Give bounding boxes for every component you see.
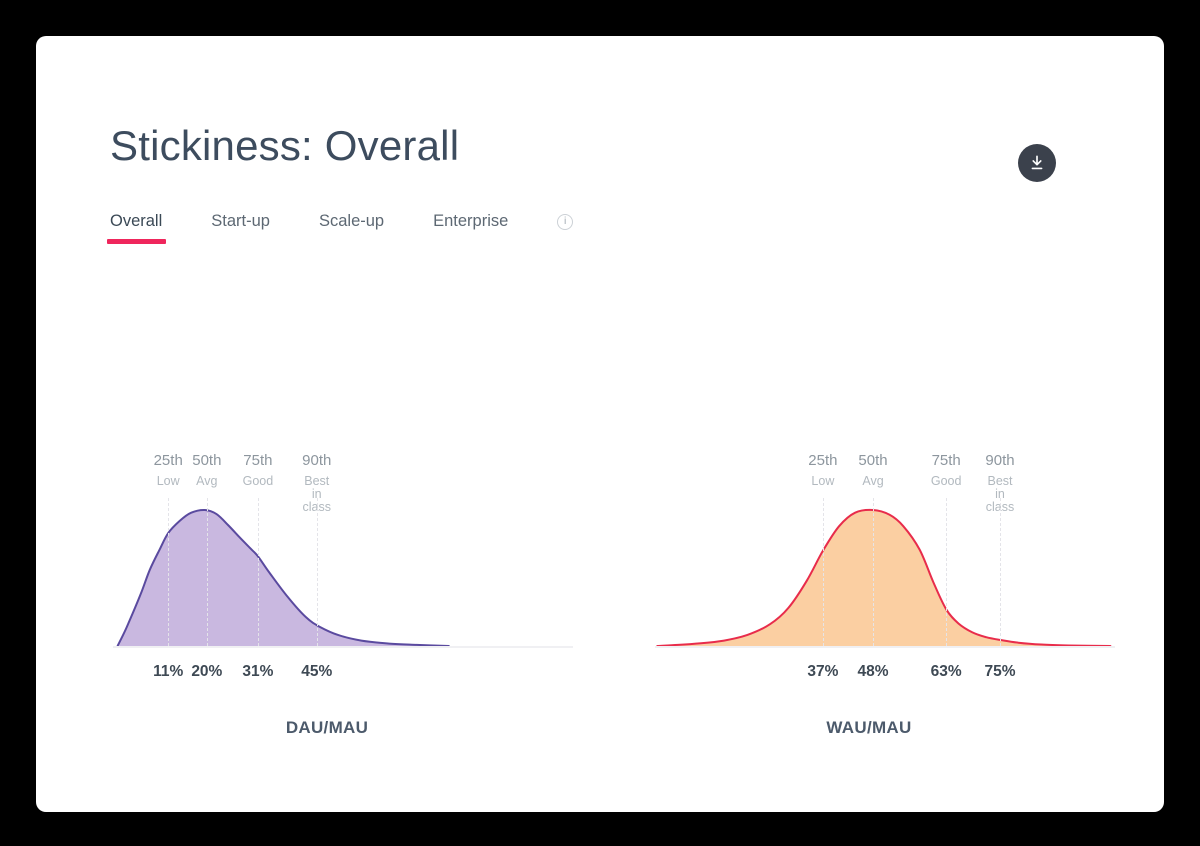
- tab-bar: Overall Start-up Scale-up Enterprise i: [107, 212, 574, 244]
- page-title: Stickiness: Overall: [110, 122, 460, 169]
- marker-dashed-line: [168, 498, 170, 646]
- percentile-label: 25th: [808, 452, 838, 469]
- percentile-sublabel: Low: [156, 474, 180, 488]
- marker-dashed-line: [257, 498, 259, 646]
- marker-dashed-line: [1000, 498, 1001, 646]
- percentile-label: 75th: [243, 452, 273, 469]
- percentile-sublabel: Good: [242, 474, 274, 488]
- marker-dashed-line: [822, 498, 824, 646]
- active-tab-indicator: [107, 239, 167, 244]
- percentile-label: 90th: [985, 452, 1015, 469]
- distribution-curve: [116, 508, 450, 647]
- chart-dau-mau: DAU/MAU 25th Low 11% 50th Avg 20% 75th Good 31% 9…: [113, 448, 573, 748]
- tab-enterprise[interactable]: Enterprise: [433, 212, 508, 231]
- x-axis-baseline: [113, 646, 573, 648]
- info-icon[interactable]: i: [557, 214, 574, 230]
- tab-start-up[interactable]: Start-up: [211, 212, 270, 231]
- tab-label: Enterprise: [433, 212, 509, 230]
- value-label: 75%: [984, 663, 1016, 680]
- tab-label: Overall: [110, 212, 163, 230]
- percentile-label: 75th: [931, 452, 961, 469]
- marker-dashed-line: [946, 498, 948, 646]
- curve-fill: [117, 509, 449, 647]
- percentile-sublabel: Avg: [862, 474, 884, 488]
- percentile-sublabel: Low: [811, 474, 835, 488]
- tab-overall[interactable]: Overall: [107, 212, 167, 244]
- percentile-label: 25th: [153, 452, 183, 469]
- report-card: Stickiness: Overall Overall Start-up Sca…: [36, 36, 1164, 812]
- distribution-curve: [656, 508, 1112, 647]
- marker-dashed-line: [206, 498, 208, 646]
- value-label: 45%: [301, 663, 333, 680]
- value-label: 63%: [930, 663, 962, 680]
- tab-scale-up[interactable]: Scale-up: [319, 212, 384, 231]
- percentile-sublabel: Good: [930, 474, 962, 488]
- value-label: 31%: [242, 663, 274, 680]
- tab-label: Scale-up: [318, 212, 385, 230]
- value-label: 11%: [153, 663, 184, 680]
- chart-title: DAU/MAU: [285, 718, 369, 737]
- download-button[interactable]: [1018, 144, 1056, 182]
- marker-dashed-line: [316, 498, 318, 646]
- percentile-label: 50th: [192, 452, 222, 469]
- x-axis-baseline: [655, 646, 1115, 648]
- chart-wau-mau: WAU/MAU 25th Low 37% 50th Avg 48% 75th Good 63% 9…: [655, 448, 1115, 748]
- value-label: 37%: [807, 663, 839, 680]
- tab-label: Start-up: [211, 212, 270, 230]
- value-label: 20%: [191, 663, 223, 680]
- marker-dashed-line: [873, 498, 875, 646]
- percentile-sublabel: Avg: [196, 474, 218, 488]
- chart-title: WAU/MAU: [826, 718, 912, 737]
- value-label: 48%: [857, 663, 889, 680]
- percentile-label: 50th: [858, 452, 888, 469]
- curve-fill: [657, 509, 1111, 647]
- percentile-label: 90th: [302, 452, 332, 469]
- download-icon: [1031, 155, 1043, 170]
- curve-stroke: [116, 508, 450, 647]
